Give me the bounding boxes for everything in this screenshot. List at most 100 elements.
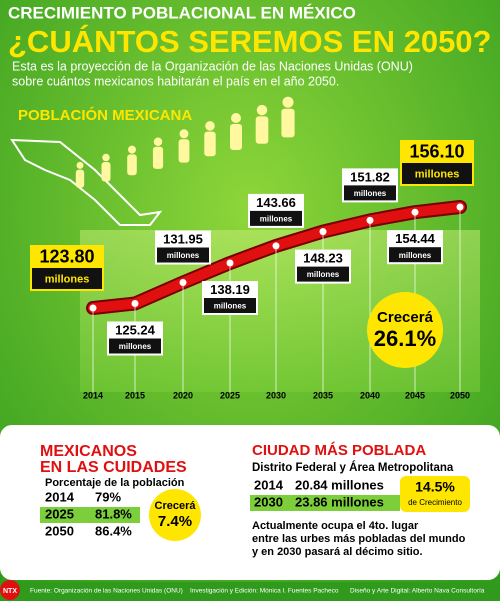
value-label: 156.10	[409, 141, 464, 161]
people-icons	[75, 96, 295, 188]
x-tick-label: 2025	[220, 390, 240, 400]
label-box-lower	[344, 185, 396, 201]
person-body	[204, 131, 216, 157]
unit-label: millones	[119, 342, 152, 351]
row-highlight	[250, 495, 400, 511]
label-box-lower	[157, 247, 209, 263]
person-body	[127, 154, 137, 176]
person-body	[101, 162, 111, 182]
label-box-lower	[250, 210, 302, 226]
city-badge-value: 14.5%	[415, 479, 455, 495]
value-label: 131.95	[163, 231, 203, 246]
person-head	[282, 96, 294, 108]
city-note: Actualmente ocupa el 4to. lugar	[252, 520, 419, 532]
point	[226, 259, 234, 267]
city-note: y en 2030 pasará al décimo sitio.	[252, 546, 423, 558]
x-tick-label: 2045	[405, 390, 425, 400]
city-subtitle: Distrito Federal y Área Metropolitana	[252, 461, 454, 474]
unit-label: millones	[45, 273, 90, 285]
footer-design: Diseño y Arte Digital: Alberto Nava Cons…	[350, 588, 485, 595]
urban-year: 2025	[45, 506, 74, 521]
city-badge	[400, 476, 470, 512]
value-label: 138.19	[210, 282, 250, 297]
footer-source: Fuente: Organización de las Naciones Uni…	[30, 588, 183, 595]
unit-label: millones	[214, 302, 247, 311]
city-title-box	[250, 440, 450, 456]
footer-bar	[0, 582, 500, 601]
x-tick-label: 2020	[173, 390, 193, 400]
label-box-lower	[402, 163, 472, 184]
urban-value: 79%	[95, 489, 121, 504]
logo	[0, 580, 20, 600]
unit-label: millones	[399, 251, 432, 260]
person-head	[179, 129, 189, 139]
city-value: 23.86 millones	[295, 494, 384, 509]
growth-label: Crecerá	[377, 309, 434, 326]
person-head	[205, 121, 215, 131]
urban-value: 81.8%	[95, 506, 132, 521]
person-body	[255, 116, 269, 144]
footer-research: Investigación y Edición: Mónica I. Fuent…	[190, 588, 339, 595]
x-tick-label: 2015	[125, 390, 145, 400]
urban-subtitle: Porcentaje de la población	[45, 477, 185, 489]
person-body	[178, 139, 190, 163]
person-body	[281, 108, 295, 138]
city-title: CIUDAD MÁS POBLADA	[252, 442, 426, 459]
x-tick-label: 2040	[360, 390, 380, 400]
x-tick-label: 2050	[450, 390, 470, 400]
point	[131, 299, 139, 307]
row-highlight	[40, 507, 140, 523]
unit-label: millones	[415, 168, 460, 180]
city-year: 2030	[254, 494, 283, 509]
kicker: CRECIMIENTO POBLACIONAL EN MÉXICO	[8, 3, 356, 22]
point	[366, 216, 374, 224]
urban-year: 2014	[45, 489, 75, 504]
label-box-lower	[204, 298, 256, 314]
x-tick-label: 2030	[266, 390, 286, 400]
subtitle: sobre cuántos mexicanos habitarán el paí…	[12, 74, 339, 88]
city-year: 2014	[254, 477, 284, 492]
x-tick-label: 2014	[83, 390, 103, 400]
person-body	[230, 124, 242, 150]
person-head	[256, 104, 268, 116]
unit-label: millones	[167, 251, 200, 260]
person-head	[102, 153, 110, 162]
person-head	[128, 145, 136, 154]
growth-badge	[367, 292, 443, 368]
point	[411, 208, 419, 216]
person-head	[231, 113, 241, 123]
city-value: 20.84 millones	[295, 477, 384, 492]
label-box-lower	[32, 268, 102, 289]
point	[89, 304, 97, 312]
chart-title: POBLACIÓN MEXICANA	[18, 106, 192, 124]
person-body	[75, 169, 85, 188]
point	[272, 242, 280, 250]
unit-label: millones	[354, 189, 387, 198]
point	[179, 279, 187, 287]
point	[456, 203, 464, 211]
value-label: 151.82	[350, 169, 390, 184]
label-box-lower	[389, 247, 441, 263]
city-note: entre las urbes más pobladas del mundo	[252, 533, 466, 545]
value-label: 143.66	[256, 195, 296, 210]
value-label: 154.44	[395, 231, 436, 246]
subtitle: Esta es la proyección de la Organización…	[12, 59, 413, 73]
urban-value: 86.4%	[95, 523, 132, 538]
city-badge-label: de Crecimiento	[408, 498, 462, 507]
urban-badge	[149, 489, 201, 541]
unit-label: millones	[260, 215, 293, 224]
value-label: 148.23	[303, 251, 343, 266]
urban-title: EN LAS CUIDADES	[40, 459, 187, 476]
urban-badge-value: 7.4%	[158, 513, 192, 530]
urban-title: MEXICANOS	[40, 443, 137, 460]
point	[319, 228, 327, 236]
x-tick-label: 2035	[313, 390, 333, 400]
person-body	[152, 146, 164, 169]
growth-value: 26.1%	[374, 326, 436, 351]
logo-text: NTX	[3, 588, 17, 595]
label-box-lower	[109, 338, 161, 354]
urban-year: 2050	[45, 523, 74, 538]
title: ¿CUÁNTOS SEREMOS EN 2050?	[8, 24, 491, 59]
person-head	[153, 137, 163, 146]
